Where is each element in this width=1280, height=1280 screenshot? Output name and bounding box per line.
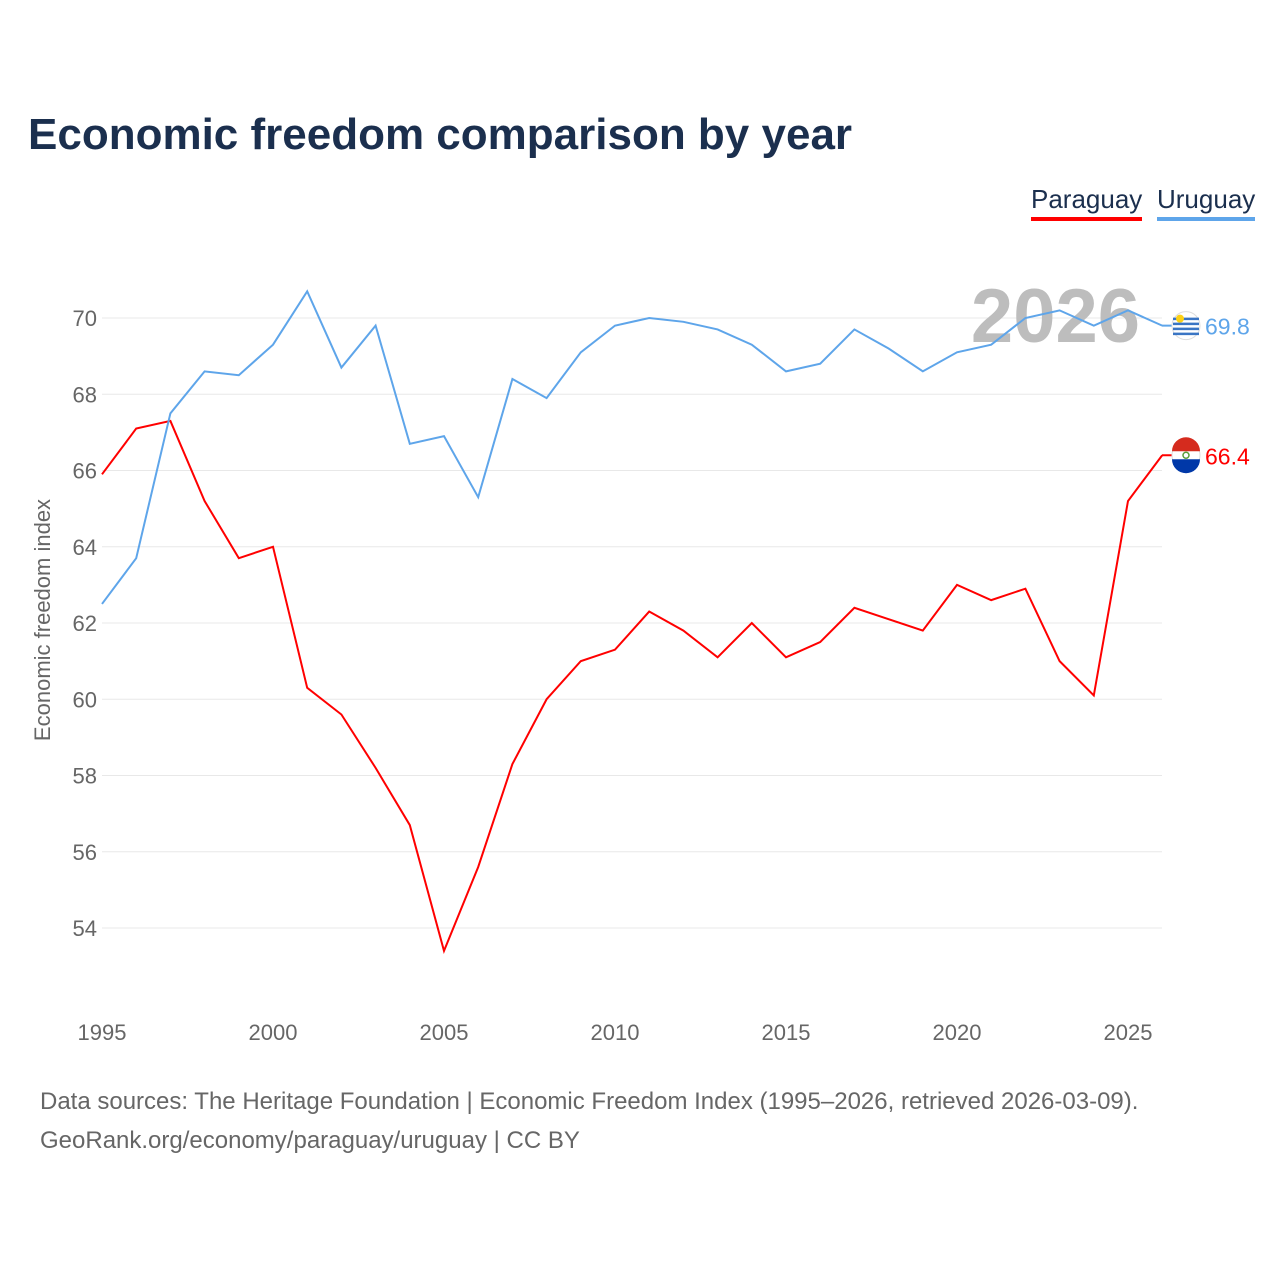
end-value-label: 69.8 <box>1205 314 1250 340</box>
y-tick-label: 64 <box>73 535 97 560</box>
x-tick-label: 2005 <box>420 1020 469 1045</box>
y-tick-label: 70 <box>73 306 97 331</box>
y-tick-label: 56 <box>73 840 97 865</box>
legend-item-paraguay[interactable]: Paraguay <box>1031 184 1143 221</box>
flag-sun <box>1176 314 1184 323</box>
x-tick-label: 2025 <box>1104 1020 1153 1045</box>
y-tick-label: 66 <box>73 459 97 484</box>
uruguay-flag-icon <box>1171 311 1201 341</box>
chart-title: Economic freedom comparison by year <box>28 110 853 159</box>
end-value-label: 66.4 <box>1205 443 1250 469</box>
flag-stripe <box>1173 332 1199 336</box>
x-tick-label: 2015 <box>762 1020 811 1045</box>
flag-emblem <box>1182 451 1190 459</box>
y-tick-label: 54 <box>73 916 97 941</box>
legend-item-uruguay[interactable]: Uruguay <box>1157 184 1256 221</box>
footer-sources: Data sources: The Heritage Foundation | … <box>40 1088 1139 1115</box>
x-tick-label: 2010 <box>591 1020 640 1045</box>
flag-stripe <box>1173 327 1199 331</box>
flag-stripe <box>1173 322 1199 326</box>
series-line-paraguay <box>101 419 1164 954</box>
flag-stripe-blue <box>1172 459 1200 474</box>
footer-credit[interactable]: GeoRank.org/economy/paraguay/uruguay | C… <box>40 1127 580 1154</box>
y-tick-label: 68 <box>73 382 97 407</box>
x-tick-label: 1995 <box>78 1020 127 1045</box>
y-tick-label: 62 <box>73 611 97 636</box>
x-tick-label: 2020 <box>933 1020 982 1045</box>
y-tick-label: 58 <box>73 764 97 789</box>
series-line-uruguay <box>101 289 1163 605</box>
y-tick-label: 60 <box>73 687 97 712</box>
y-axis-label: Economic freedom index <box>30 499 55 741</box>
flag-stripe <box>1173 317 1199 321</box>
x-tick-label: 2000 <box>249 1020 298 1045</box>
flag-stripe-red <box>1172 437 1200 452</box>
